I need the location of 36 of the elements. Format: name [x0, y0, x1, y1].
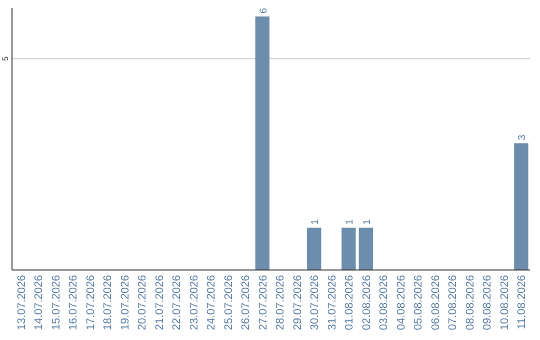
x-tick-label: 14.07.2026 — [33, 275, 46, 330]
x-tick-label: 27.07.2026 — [257, 275, 270, 330]
x-tick-label: 03.08.2026 — [378, 275, 390, 330]
x-tick-label: 11.08.2026 — [516, 275, 528, 330]
x-tick-label: 31.07.2026 — [326, 275, 338, 330]
x-tick-label: 10.08.2026 — [498, 275, 511, 330]
x-tick-label: 21.07.2026 — [154, 275, 166, 330]
x-tick-label: 04.08.2026 — [395, 275, 408, 330]
x-tick-label: 20.07.2026 — [136, 275, 149, 330]
x-tick-label: 06.08.2026 — [430, 275, 442, 330]
x-tick-label: 26.07.2026 — [240, 275, 252, 330]
data-label: 6 — [258, 7, 270, 14]
x-tick-label: 23.07.2026 — [188, 275, 200, 330]
x-tick-label: 19.07.2026 — [119, 275, 132, 330]
data-label: 1 — [362, 218, 373, 225]
data-label: 1 — [344, 218, 356, 225]
x-tick-label: 07.08.2026 — [447, 275, 460, 330]
x-tick-label: 09.08.2026 — [482, 275, 494, 330]
x-tick-label: 28.07.2026 — [274, 275, 287, 330]
data-label: 1 — [310, 218, 322, 225]
x-tick-label: 05.08.2026 — [412, 275, 425, 330]
x-tick-label: 22.07.2026 — [171, 275, 184, 330]
x-tick-label: 01.08.2026 — [344, 275, 356, 330]
x-tick-label: 30.07.2026 — [309, 275, 322, 330]
ref-line-label: 5 — [1, 56, 10, 61]
x-tick-label: 13.07.2026 — [16, 275, 28, 330]
x-tick-label: 24.07.2026 — [206, 275, 218, 330]
x-tick-label: 15.07.2026 — [50, 275, 62, 330]
x-tick-label: 16.07.2026 — [68, 275, 80, 330]
x-tick-label: 25.07.2026 — [222, 275, 235, 330]
x-tick-label: 29.07.2026 — [292, 275, 304, 330]
x-tick-label: 18.07.2026 — [102, 275, 114, 330]
data-label: 3 — [517, 134, 528, 140]
x-tick-label: 02.08.2026 — [360, 275, 373, 330]
x-tick-label: 17.07.2026 — [84, 275, 97, 330]
x-tick-label: 08.08.2026 — [464, 275, 476, 330]
